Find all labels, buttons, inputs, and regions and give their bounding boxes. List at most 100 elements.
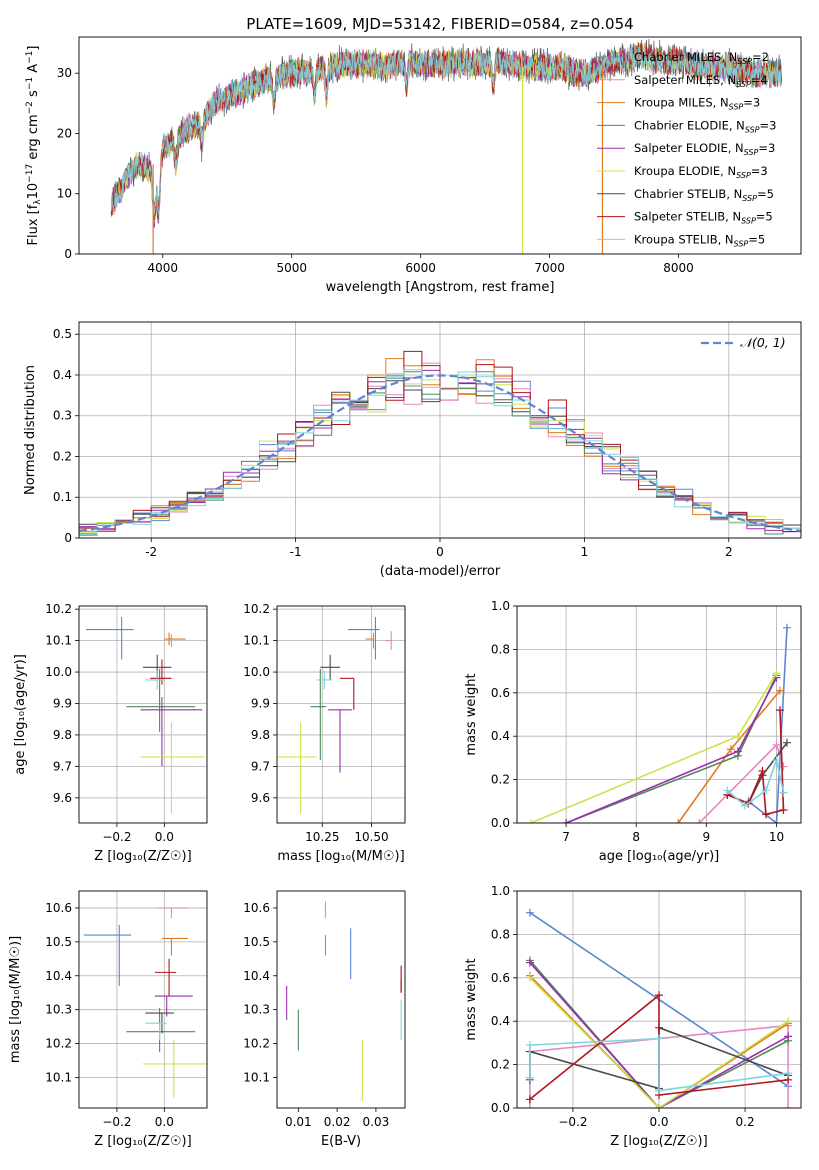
y-tick-label: 9.9	[53, 696, 72, 710]
y-tick-label: 10.2	[45, 602, 72, 616]
y-tick-label: 10.6	[45, 901, 72, 915]
weight-marker	[761, 786, 770, 795]
axes-frame	[78, 321, 802, 539]
legend-label: Chabrier ELODIE, NSSP=3	[634, 118, 776, 134]
y-tick-label: 10	[57, 187, 72, 201]
x-tick-label: 0.01	[285, 1115, 312, 1129]
mass-vs-metallicity-plot: −0.2 0.0 10.1 10.2 10.3 10.4 10.5 10.6 Z [log₁₀(…	[8, 890, 208, 1149]
weight-marker	[655, 991, 663, 1000]
x-axis-label: Z [log₁₀(Z/Z☉)]	[94, 1134, 191, 1149]
residual-histogram: -2 -1 0 1 2 0 0.1 0.2 0.3 0.4 0.5 (data-model)/erro…	[23, 321, 802, 579]
y-tick-label: 9.8	[53, 728, 72, 742]
weight-marker	[733, 732, 742, 741]
y-tick-label: 9.6	[53, 791, 72, 805]
y-tick-label: 10.2	[243, 602, 270, 616]
x-axis-label: wavelength [Angstrom, rest frame]	[326, 280, 555, 295]
errorbars	[277, 617, 392, 814]
weight-marker	[772, 740, 781, 749]
y-tick-label: 9.9	[251, 696, 270, 710]
x-tick-label: 10.50	[354, 830, 388, 844]
histogram-step	[79, 369, 801, 537]
axes-frame	[516, 605, 802, 824]
weight-marker	[779, 805, 788, 814]
y-tick-label: 0.0	[491, 816, 510, 830]
x-tick-label: 7	[562, 830, 570, 844]
x-tick-label: 4000	[148, 261, 179, 275]
x-tick-label: 0.0	[649, 1115, 668, 1129]
weight-series-line	[747, 627, 788, 823]
x-axis-label: (data-model)/error	[380, 564, 501, 579]
figure-title: PLATE=1609, MJD=53142, FIBERID=0584, z=0…	[246, 15, 633, 33]
weight-series-line	[529, 959, 789, 1108]
y-tick-label: 0.6	[491, 686, 510, 700]
x-tick-label: −0.2	[558, 1115, 587, 1129]
x-tick-label: 9	[703, 830, 711, 844]
weight-marker	[562, 819, 571, 823]
y-tick-label: 20	[57, 126, 72, 140]
y-tick-label: 0.1	[53, 490, 72, 504]
x-tick-label: 0.0	[155, 830, 174, 844]
x-tick-label: 7000	[534, 261, 565, 275]
y-axis-label: mass [log₁₀(M/M☉)]	[8, 936, 23, 1063]
y-tick-label: 10.3	[243, 1003, 270, 1017]
weight-marker	[525, 1041, 534, 1050]
weight-marker	[779, 788, 788, 797]
legend-label: Salpeter STELIB, NSSP=5	[634, 210, 773, 226]
errorbar-point	[365, 632, 375, 649]
spectrum-lines	[110, 38, 782, 254]
y-tick-label: 10.2	[243, 1037, 270, 1051]
x-tick-label: 0	[436, 545, 444, 559]
y-tick-label: 0.5	[53, 327, 72, 341]
x-tick-label: 2	[725, 545, 733, 559]
y-tick-label: 10.1	[45, 634, 72, 648]
y-tick-label: 0.4	[491, 729, 510, 743]
x-tick-label: -1	[290, 545, 302, 559]
x-tick-label: 0.03	[363, 1115, 390, 1129]
weight-marker	[723, 786, 732, 795]
axes-frame	[516, 890, 802, 1109]
errorbar-point	[328, 709, 352, 773]
x-tick-label: -2	[145, 545, 157, 559]
weight-marker	[784, 1069, 793, 1078]
errorbar-point	[316, 670, 333, 690]
y-tick-label: 0.8	[491, 642, 510, 656]
errorbar-point	[140, 697, 203, 767]
histogram-step	[79, 371, 801, 536]
weight-marker	[782, 623, 791, 632]
errorbar-point	[277, 722, 317, 814]
legend-label: Chabrier MILES, NSSP=2	[634, 50, 769, 66]
errorbar-point	[143, 1040, 207, 1098]
weight-marker	[784, 1104, 793, 1108]
errorbar-point	[145, 670, 165, 690]
weight-marker	[726, 745, 735, 754]
weight-marker	[695, 819, 704, 823]
y-tick-label: 9.7	[251, 759, 270, 773]
weight-marker	[525, 908, 534, 917]
spectrum-model-line	[110, 43, 782, 216]
weight-marker	[772, 819, 781, 823]
legend-label: Kroupa MILES, NSSP=3	[634, 96, 760, 112]
x-tick-label: −0.2	[102, 830, 131, 844]
errorbar-point	[310, 668, 327, 761]
legend-label: Kroupa ELODIE, NSSP=3	[634, 164, 768, 180]
weight-marker	[525, 958, 534, 967]
errorbars	[83, 907, 207, 1098]
axes-frame	[78, 605, 208, 824]
x-tick-label: 0.2	[736, 1115, 755, 1129]
weight-marker	[782, 738, 791, 747]
x-tick-label: 10	[769, 830, 784, 844]
errorbar-point	[347, 617, 380, 660]
weight-marker	[740, 801, 749, 810]
x-axis-label: mass [log₁₀(M/M☉)]	[277, 849, 404, 864]
x-tick-label: −0.2	[102, 1115, 131, 1129]
errorbar-point	[161, 937, 189, 956]
y-tick-label: 9.8	[251, 728, 270, 742]
mass-vs-reddening-plot: 0.01 0.02 0.03 10.1 10.2 10.3 10.4 10.5 10.6 E(B-…	[243, 890, 406, 1149]
weight-marker	[775, 686, 784, 695]
x-tick-label: 0.02	[324, 1115, 351, 1129]
weight-marker	[525, 1095, 534, 1104]
x-tick-label: 10.25	[305, 830, 339, 844]
weight-lines	[527, 623, 791, 823]
y-tick-label: 0.8	[491, 927, 510, 941]
